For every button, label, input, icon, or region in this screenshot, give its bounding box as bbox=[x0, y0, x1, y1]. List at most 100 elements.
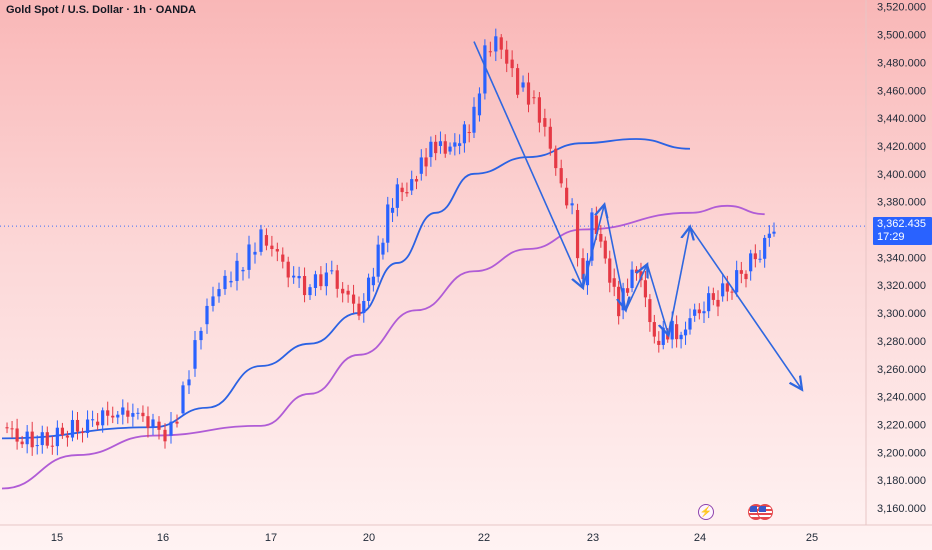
candle-body bbox=[707, 293, 711, 312]
candle-body bbox=[121, 407, 125, 415]
candle-body bbox=[20, 441, 24, 445]
price-tick-label: 3,220.000 bbox=[877, 419, 926, 431]
candle-body bbox=[91, 419, 95, 421]
candle-body bbox=[151, 419, 155, 428]
price-tick-label: 3,260.000 bbox=[877, 364, 926, 376]
candle-body bbox=[608, 258, 612, 283]
candle-body bbox=[657, 340, 661, 345]
candle-body bbox=[70, 419, 75, 438]
price-axis: 3,160.000 3,180.000 3,200.000 3,220.000 3,24… bbox=[865, 0, 926, 525]
candle-body bbox=[30, 431, 34, 448]
candle-body bbox=[381, 242, 385, 255]
candle-body bbox=[366, 277, 371, 302]
price-tick-label: 3,480.000 bbox=[877, 57, 926, 69]
projection-arrow-segment[interactable] bbox=[667, 227, 690, 336]
price-tick-label: 3,160.000 bbox=[877, 503, 926, 515]
candle-body bbox=[175, 421, 179, 424]
lightning-event-icon[interactable]: ⚡ bbox=[698, 504, 714, 520]
candle-body bbox=[96, 421, 100, 426]
candle-body bbox=[376, 244, 380, 277]
candle-body bbox=[136, 412, 140, 414]
candle-body bbox=[510, 59, 514, 69]
time-axis: 15 16 17 20 22 23 24 25 bbox=[0, 524, 932, 544]
candle-body bbox=[247, 244, 251, 270]
candle-body bbox=[434, 141, 438, 154]
candle-body bbox=[386, 204, 390, 243]
candle-body bbox=[438, 141, 443, 146]
candle-body bbox=[472, 106, 476, 133]
candle-body bbox=[697, 309, 701, 314]
candle-body bbox=[187, 379, 191, 386]
projection-arrow-segment[interactable] bbox=[689, 226, 802, 390]
candle-body bbox=[229, 280, 233, 283]
candle-body bbox=[25, 431, 29, 445]
candle-body bbox=[526, 82, 531, 105]
candle-body bbox=[735, 270, 739, 293]
candle-body bbox=[157, 421, 161, 430]
candle-body bbox=[652, 322, 656, 337]
price-tick-label: 3,340.000 bbox=[877, 252, 926, 264]
candle-body bbox=[730, 291, 734, 293]
candle-body bbox=[259, 229, 263, 252]
candle-body bbox=[75, 419, 80, 432]
candle-body bbox=[286, 261, 290, 278]
candle-body bbox=[477, 93, 482, 116]
candle-body bbox=[494, 36, 498, 52]
candle-body bbox=[357, 303, 361, 316]
candle-body bbox=[264, 235, 269, 246]
candle-body bbox=[594, 215, 598, 234]
candle-body bbox=[499, 37, 503, 50]
time-tick-label: 22 bbox=[478, 532, 490, 544]
candle-body bbox=[60, 427, 64, 436]
candle-body bbox=[101, 410, 105, 426]
candle-body bbox=[634, 269, 639, 274]
candle-body bbox=[65, 435, 70, 438]
price-tick-label: 3,520.000 bbox=[877, 2, 926, 14]
candle-body bbox=[410, 179, 414, 191]
candle-body bbox=[141, 412, 145, 417]
candle-body bbox=[711, 293, 715, 300]
candle-body bbox=[405, 192, 409, 194]
bar-countdown: 17:29 bbox=[877, 231, 905, 243]
candle-body bbox=[483, 45, 487, 94]
candle-body bbox=[443, 141, 447, 154]
candle-body bbox=[395, 184, 399, 208]
candle-body bbox=[111, 415, 115, 418]
time-tick-label: 16 bbox=[157, 532, 169, 544]
us-flag-event-icon-2[interactable] bbox=[757, 504, 773, 520]
candle-body bbox=[688, 318, 692, 330]
candle-body bbox=[630, 269, 634, 288]
candle-body bbox=[488, 51, 492, 53]
plot-area bbox=[0, 28, 866, 490]
candle-body bbox=[772, 231, 776, 234]
price-tick-label: 3,400.000 bbox=[877, 169, 926, 181]
candle-body bbox=[763, 237, 767, 259]
candle-body bbox=[169, 421, 173, 436]
current-price-badge: 3,362.435 17:29 bbox=[873, 217, 932, 245]
candle-body bbox=[146, 416, 150, 428]
candle-body bbox=[302, 276, 307, 296]
candle-body bbox=[163, 429, 167, 442]
candle-body bbox=[308, 287, 312, 296]
candle-body bbox=[319, 274, 323, 287]
candle-body bbox=[505, 49, 509, 64]
candle-body bbox=[414, 179, 419, 182]
candle-body bbox=[753, 253, 757, 260]
projection-arrow-segment[interactable] bbox=[582, 204, 604, 289]
current-price-label: 3,362.435 bbox=[877, 218, 926, 230]
candle-body bbox=[270, 245, 274, 250]
candle-body bbox=[581, 258, 585, 280]
projection-arrow-segment[interactable] bbox=[625, 264, 647, 311]
candle-body bbox=[330, 270, 334, 272]
projection-arrows[interactable] bbox=[473, 41, 802, 390]
price-tick-label: 3,440.000 bbox=[877, 113, 926, 125]
projection-arrow-segment[interactable] bbox=[603, 204, 625, 310]
candle-body bbox=[590, 212, 594, 261]
candle-body bbox=[281, 254, 285, 262]
projection-arrow-segment[interactable] bbox=[646, 264, 668, 335]
candle-body bbox=[617, 286, 621, 317]
time-tick-label: 17 bbox=[265, 532, 277, 544]
candle-body bbox=[739, 270, 743, 274]
projection-arrow-segment[interactable] bbox=[473, 41, 583, 288]
